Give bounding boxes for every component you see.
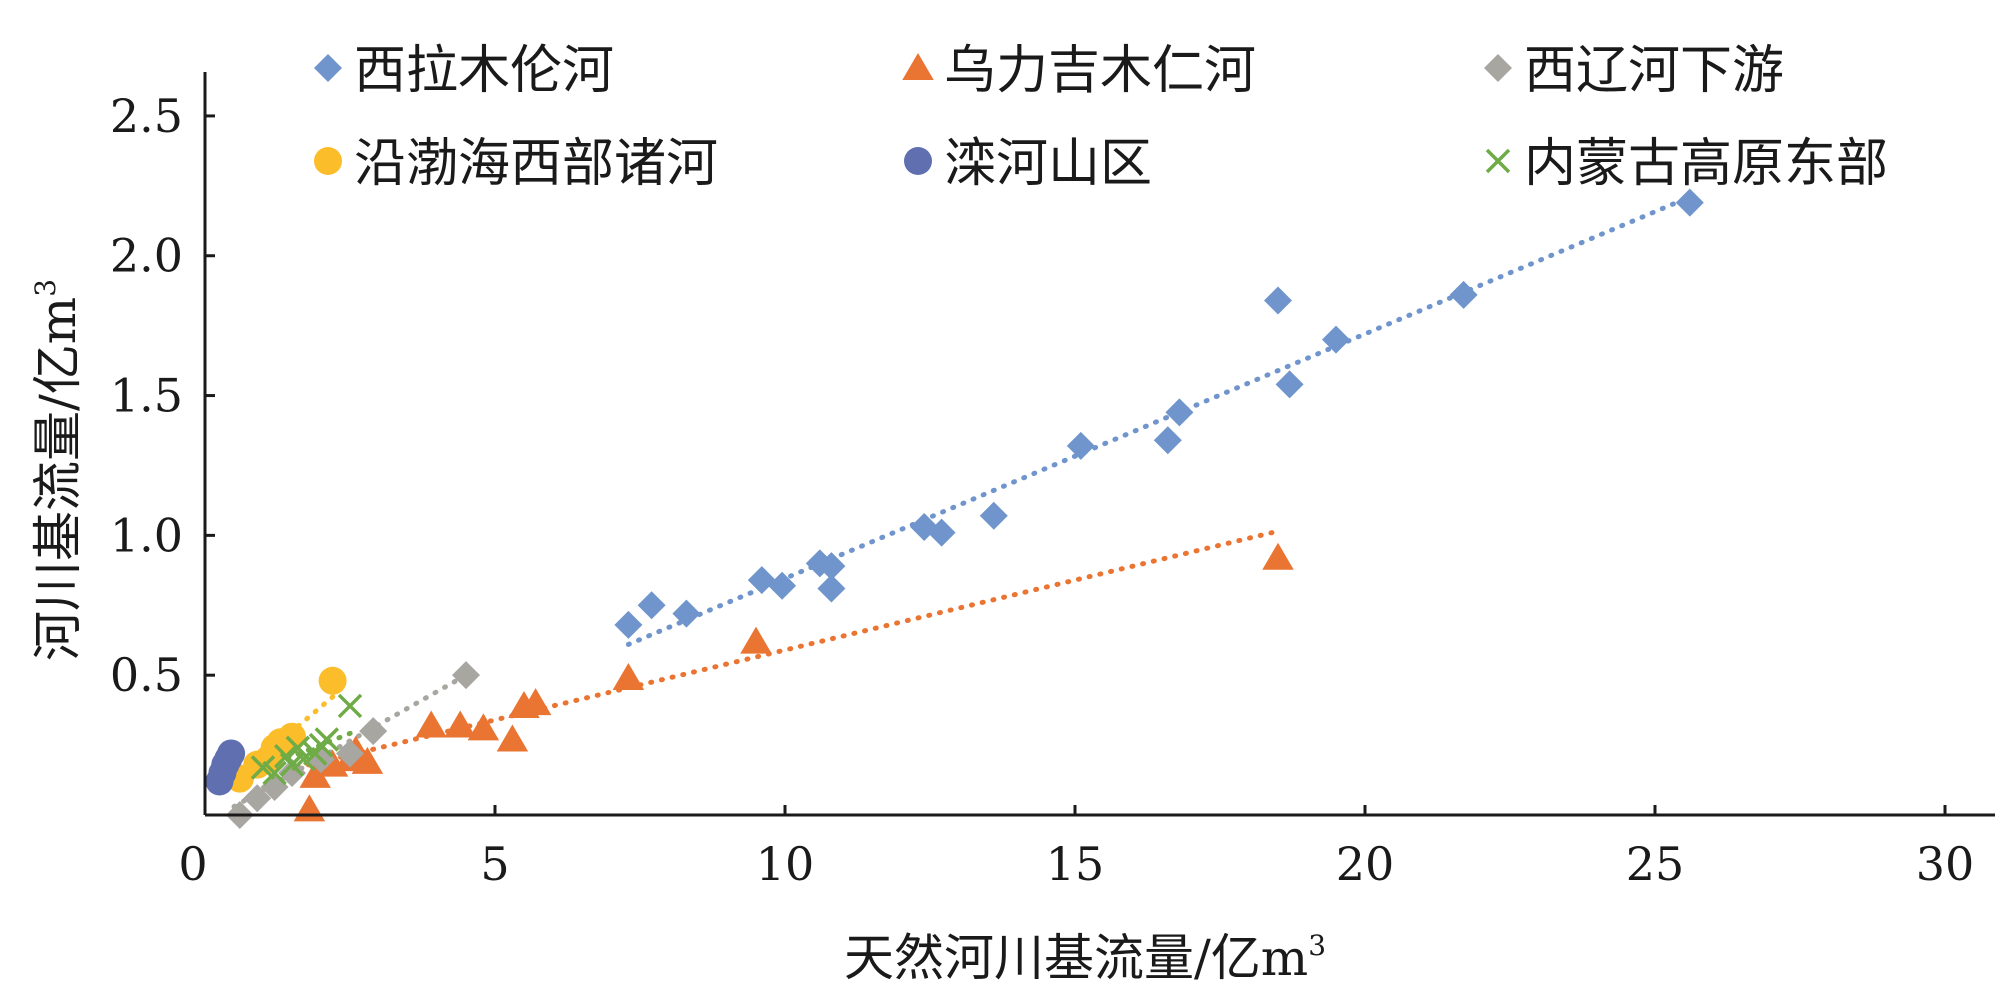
y-axis-title: 河川基流量/亿m3 <box>29 279 87 661</box>
data-point-s0-10 <box>979 501 1008 530</box>
x-tick-label: 10 <box>756 837 815 891</box>
data-point-s0-17 <box>1449 280 1478 309</box>
legend-label-4: 滦河山区 <box>944 134 1152 194</box>
x-axis-title: 天然河川基流量/亿m3 <box>844 929 1326 987</box>
data-point-s1-6 <box>415 710 447 738</box>
data-point-s1-13 <box>740 626 772 654</box>
legend-label-3: 沿渤海西部诸河 <box>354 134 718 194</box>
data-point-s0-11 <box>1066 431 1095 460</box>
y-tick-label: 1.0 <box>110 508 183 562</box>
legend-marker-5 <box>1485 148 1511 174</box>
legend-label-2: 西辽河下游 <box>1524 41 1784 101</box>
trend-line-5 <box>254 728 359 773</box>
data-point-s1-5 <box>351 746 384 774</box>
data-point-s2-7 <box>452 661 480 690</box>
data-point-s0-15 <box>1275 370 1304 399</box>
data-point-s1-9 <box>496 724 529 752</box>
data-point-s2-1 <box>243 784 272 813</box>
y-axis-title-sup: 3 <box>29 279 62 297</box>
data-point-s0-2 <box>672 599 701 628</box>
x-axis-title-sup: 3 <box>1308 929 1326 962</box>
data-point-s0-13 <box>1165 398 1194 427</box>
legend-marker-0 <box>314 54 342 82</box>
data-point-s0-18 <box>1675 188 1704 217</box>
legend-marker-1 <box>902 53 934 80</box>
data-point-s5-8 <box>314 727 340 752</box>
data-point-s5-0 <box>250 755 276 780</box>
data-point-s0-14 <box>1264 286 1292 315</box>
data-point-s0-6 <box>817 552 846 581</box>
y-tick-label: 2.0 <box>110 229 183 283</box>
data-point-s1-14 <box>1262 542 1294 570</box>
legend-marker-3 <box>314 147 342 175</box>
data-point-s4-4 <box>217 739 246 768</box>
x-tick-label: 20 <box>1336 837 1395 891</box>
data-point-s0-0 <box>614 610 643 639</box>
data-point-s1-11 <box>519 688 552 716</box>
trend-line-1 <box>295 530 1275 770</box>
data-point-s1-0 <box>293 794 326 822</box>
data-point-s0-1 <box>637 591 666 620</box>
data-point-s0-9 <box>927 518 956 547</box>
x-tick-label: 30 <box>1916 837 1975 891</box>
data-point-s0-7 <box>817 574 846 603</box>
data-point-s1-8 <box>467 713 500 741</box>
data-point-s0-16 <box>1322 325 1350 354</box>
trend-line-0 <box>625 194 1693 647</box>
data-points <box>205 188 1704 829</box>
y-tick-label: 0.5 <box>110 648 183 702</box>
y-tick-label: 1.5 <box>110 369 183 423</box>
data-point-s0-12 <box>1153 426 1182 455</box>
axes: 0 5 10 15 20 25 30 0.5 1.0 1.5 2.0 2.5 天然河川基流量/亿m3 河川… <box>29 72 1995 987</box>
data-point-s5-3 <box>279 752 305 777</box>
x-tick-label: 25 <box>1626 837 1685 891</box>
data-point-s5-5 <box>291 746 316 772</box>
x-tick-label: 0 <box>178 837 207 891</box>
data-point-s2-6 <box>359 717 388 746</box>
data-point-s3-6 <box>318 666 347 695</box>
data-point-s0-4 <box>768 571 797 600</box>
data-point-s5-1 <box>262 760 287 786</box>
data-point-s2-5 <box>336 739 364 768</box>
y-tick-label: 2.5 <box>110 89 183 143</box>
legend-marker-4 <box>904 147 932 175</box>
legend-marker-2 <box>1484 54 1512 82</box>
x-tick-label: 15 <box>1046 837 1105 891</box>
legend-label-1: 乌力吉木仁河 <box>944 41 1256 101</box>
data-point-s0-3 <box>747 566 776 595</box>
x-tick-label: 5 <box>480 837 509 891</box>
data-point-s1-12 <box>612 662 645 690</box>
legend-label-5: 内蒙古高原东部 <box>1524 134 1888 194</box>
data-point-s1-1 <box>299 760 331 788</box>
data-point-s3-5 <box>278 722 306 751</box>
data-point-s1-7 <box>444 710 476 738</box>
legend-label-0: 西拉木伦河 <box>354 41 614 101</box>
data-point-s5-9 <box>337 693 363 719</box>
